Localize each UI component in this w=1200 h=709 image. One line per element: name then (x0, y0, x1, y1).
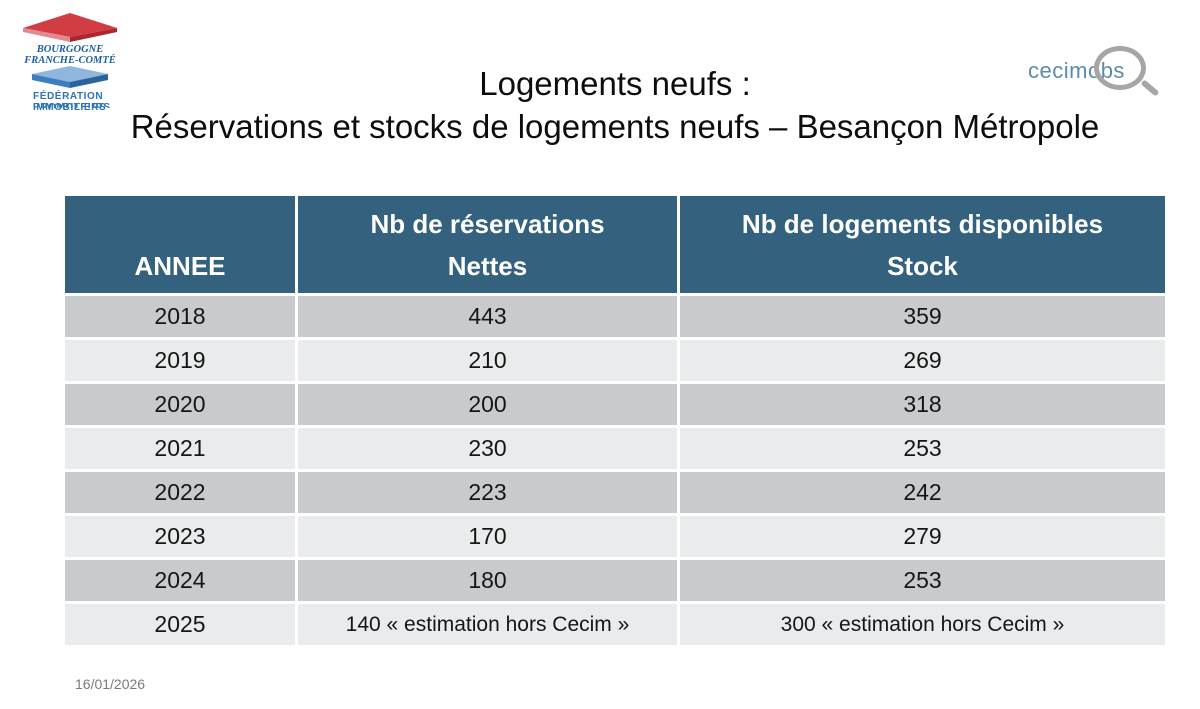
stock-cell: 279 (680, 516, 1165, 557)
stock-cell: 300 « estimation hors Cecim » (680, 604, 1165, 645)
cecimobs-logo: cecimobs (1028, 46, 1178, 110)
reservations-cell: 170 (298, 516, 677, 557)
stock-cell: 253 (680, 560, 1165, 601)
housing-table: ANNEE Nb de réservations Nettes Nb de lo… (65, 196, 1165, 645)
column-header-annee: ANNEE (65, 196, 295, 293)
fpi-caption-3: IMMOBILIERS (33, 102, 107, 113)
year-cell: 2019 (65, 340, 295, 381)
magnifier-handle-icon (1140, 79, 1160, 97)
year-cell: 2022 (65, 472, 295, 513)
year-cell: 2024 (65, 560, 295, 601)
svg-text:FRANCHE-COMTÉ: FRANCHE-COMTÉ (23, 54, 116, 66)
reservations-cell: 223 (298, 472, 677, 513)
reservations-cell: 200 (298, 384, 677, 425)
table-header-row: ANNEE Nb de réservations Nettes Nb de lo… (65, 196, 1165, 293)
slide-date: 16/01/2026 (75, 676, 146, 692)
reservations-cell: 140 « estimation hors Cecim » (298, 604, 677, 645)
magnifier-icon (1094, 46, 1146, 90)
stock-cell: 269 (680, 340, 1165, 381)
year-cell: 2020 (65, 384, 295, 425)
reservations-cell: 210 (298, 340, 677, 381)
column-header-stock: Nb de logements disponibles Stock (680, 196, 1165, 293)
reservations-cell: 230 (298, 428, 677, 469)
column-header-reservations: Nb de réservations Nettes (298, 196, 677, 293)
stock-cell: 242 (680, 472, 1165, 513)
stock-cell: 359 (680, 296, 1165, 337)
fpi-logo: BOURGOGNE FRANCHE-COMTÉ FÉDÉRATION PROMO… (18, 8, 122, 113)
year-cell: 2023 (65, 516, 295, 557)
fpi-house-icon: BOURGOGNE FRANCHE-COMTÉ FÉDÉRATION PROMO… (23, 13, 117, 113)
title-line-2: Réservations et stocks de logements neuf… (130, 108, 1100, 145)
table-body: 2018 443 359 2019 210 269 2020 200 318 2… (65, 296, 1165, 645)
page-title: Logements neufs : Réservations et stocks… (65, 62, 1165, 148)
fpi-caption-1: FÉDÉRATION (33, 89, 103, 102)
cecim-text: cecim (1028, 58, 1088, 83)
svg-text:BOURGOGNE: BOURGOGNE (36, 44, 104, 55)
year-cell: 2018 (65, 296, 295, 337)
year-cell: 2025 (65, 604, 295, 645)
reservations-cell: 180 (298, 560, 677, 601)
stock-cell: 318 (680, 384, 1165, 425)
year-cell: 2021 (65, 428, 295, 469)
stock-cell: 253 (680, 428, 1165, 469)
reservations-cell: 443 (298, 296, 677, 337)
title-line-1: Logements neufs : (479, 65, 751, 102)
fpi-caption-2: PROMOTEURS (33, 102, 111, 108)
